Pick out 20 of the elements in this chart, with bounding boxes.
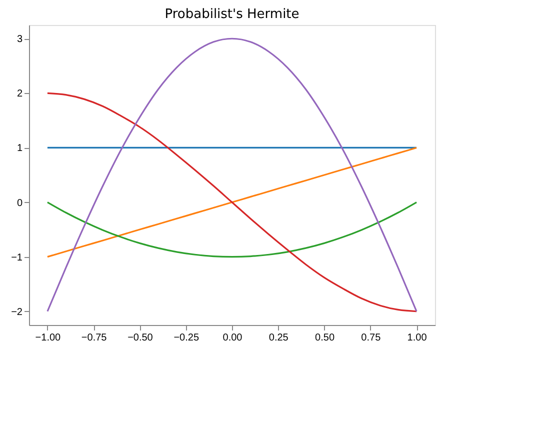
y-tick-label: 0 <box>16 198 23 209</box>
x-tick-label: −1.00 <box>35 332 62 344</box>
y-tick-label: 1 <box>16 143 23 154</box>
line-series <box>46 38 418 312</box>
x-tick-label: 0.75 <box>361 332 382 344</box>
x-tick-label: 0.25 <box>268 332 289 344</box>
x-tick-label: −0.25 <box>174 332 200 344</box>
y-tick-label: −1 <box>11 252 23 264</box>
line-series <box>46 201 418 258</box>
y-tick-label: 2 <box>16 88 23 100</box>
x-tick-label: −0.50 <box>128 332 154 344</box>
x-tick-label: −0.75 <box>81 332 108 344</box>
chart-title: Probabilist's Hermite <box>164 7 300 22</box>
x-tick-label: 0.50 <box>315 332 335 344</box>
x-tick-label: 0.00 <box>222 332 243 344</box>
x-tick-label: 1.00 <box>407 332 428 344</box>
y-tick-label: 3 <box>16 34 23 46</box>
line-series <box>46 92 418 312</box>
line-series <box>46 146 418 258</box>
y-tick-label: −2 <box>11 306 23 318</box>
